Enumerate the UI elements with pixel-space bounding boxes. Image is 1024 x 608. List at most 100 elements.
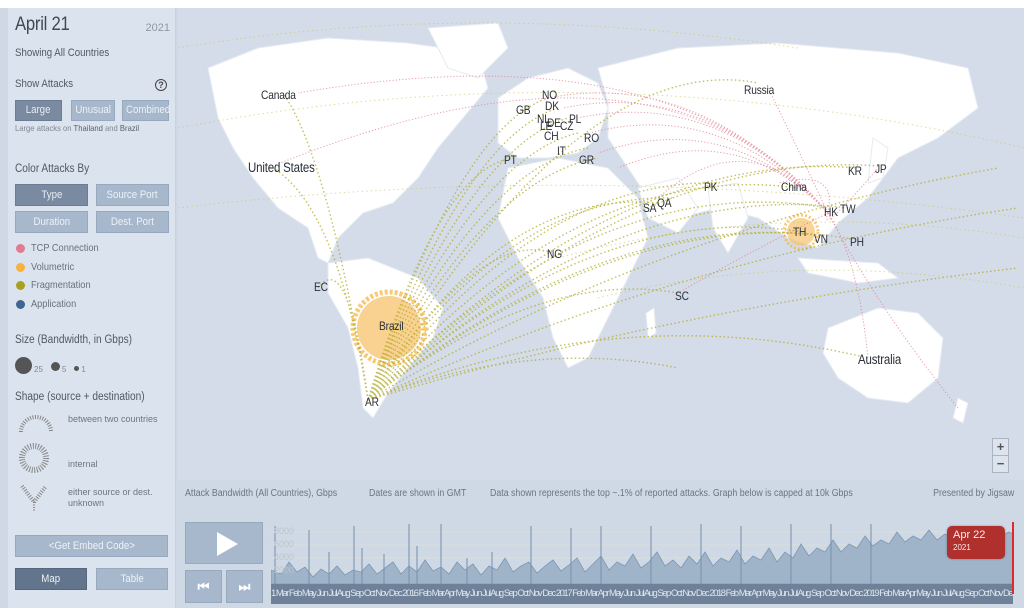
question-circle-icon[interactable]: ?: [155, 79, 167, 91]
label-cz[interactable]: CZ: [560, 119, 574, 133]
get-embed-code-button[interactable]: <Get Embed Code>: [15, 535, 168, 557]
funnel-shape-icon: [20, 484, 48, 512]
label-ch[interactable]: CH: [544, 129, 559, 143]
color-by-duration-button[interactable]: Duration: [15, 211, 88, 233]
ring-shape-icon: [19, 443, 49, 473]
filter-unusual-button[interactable]: Unusual: [71, 100, 115, 121]
label-tw[interactable]: TW: [840, 202, 856, 216]
presented-by[interactable]: Presented by Jigsaw: [932, 488, 1014, 499]
size-25-circle-icon: [15, 357, 32, 374]
step-back-icon: ⏮: [197, 579, 210, 594]
svg-text:2000: 2000: [274, 565, 294, 575]
label-no[interactable]: NO: [542, 88, 557, 102]
filter-large-button[interactable]: Large: [15, 100, 62, 121]
timezone-note: Dates are shown in GMT: [368, 488, 466, 499]
size-legend: 25 5 1: [15, 357, 94, 374]
timeline-title: Attack Bandwidth (All Countries), Gbps: [185, 488, 338, 499]
svg-text:8000: 8000: [274, 526, 294, 536]
label-ng[interactable]: NG: [547, 247, 562, 261]
zoom-in-button[interactable]: +: [993, 439, 1008, 456]
filter-combined-button[interactable]: Combined: [122, 100, 170, 121]
label-china[interactable]: China: [781, 180, 807, 194]
label-dk[interactable]: DK: [545, 99, 559, 113]
show-attacks-label: Show Attacks: [15, 78, 74, 90]
country-brazil: Brazil: [119, 123, 140, 133]
step-forward-icon: ⏭: [238, 579, 251, 594]
label-brazil[interactable]: Brazil: [379, 319, 404, 333]
legend-fragmentation: Fragmentation: [16, 279, 99, 291]
size-5-circle-icon: [50, 362, 60, 371]
label-vn[interactable]: VN: [814, 232, 828, 246]
label-gb[interactable]: GB: [516, 103, 531, 117]
step-forward-button[interactable]: ⏭: [226, 570, 263, 603]
shape-title: Shape (source + destination): [15, 391, 145, 403]
legend-tcp-connection: TCP Connection: [16, 242, 108, 254]
data-note: Data shown represents the top ~.1% of re…: [490, 488, 853, 499]
legend-application: Application: [16, 298, 82, 310]
tcp-dot-icon: [16, 243, 25, 253]
current-date-badge: Apr 22 2021: [947, 526, 1005, 559]
label-nl[interactable]: NL: [537, 112, 550, 126]
label-australia[interactable]: Australia: [858, 352, 902, 367]
label-pk[interactable]: PK: [704, 180, 718, 194]
current-date: April 21: [15, 14, 70, 35]
fragmentation-dot-icon: [16, 280, 25, 290]
sidebar: April 21 2021 Showing All Countries Show…: [8, 8, 176, 608]
label-ec[interactable]: EC: [314, 280, 328, 294]
color-by-source-port-button[interactable]: Source Port: [96, 184, 169, 206]
shape-unknown: either source or dest. unknown: [18, 482, 168, 514]
timeline-date-axis: 1 Mar Feb May Jun Jul Aug Sep Oct Nov De…: [271, 584, 1013, 604]
color-by-type-button[interactable]: Type: [15, 184, 88, 206]
label-united-states[interactable]: United States: [248, 160, 315, 175]
label-gr[interactable]: GR: [579, 153, 594, 167]
label-sc[interactable]: SC: [675, 289, 689, 303]
label-canada[interactable]: Canada: [261, 88, 296, 102]
label-russia[interactable]: Russia: [744, 83, 775, 97]
arc-shape-icon: [19, 415, 53, 433]
timeline-chart: 8000 6000 4000 2000: [271, 524, 1014, 585]
tab-table[interactable]: Table: [96, 568, 168, 590]
country-thailand: Thailand: [73, 123, 103, 133]
label-le[interactable]: LE: [540, 119, 553, 133]
zoom-out-button[interactable]: −: [996, 456, 1005, 471]
current-time-marker[interactable]: [1012, 522, 1014, 594]
label-th[interactable]: TH: [793, 225, 807, 239]
date-header: April 21 2021: [15, 14, 170, 40]
svg-text:6000: 6000: [274, 539, 294, 549]
tab-map[interactable]: Map: [15, 568, 87, 590]
app-root: April 21 2021 Showing All Countries Show…: [0, 8, 1024, 608]
label-ph[interactable]: PH: [850, 235, 864, 249]
size-1-circle-icon: [74, 366, 80, 371]
label-hk[interactable]: HK: [824, 205, 838, 219]
play-button[interactable]: [185, 522, 263, 564]
label-ro[interactable]: RO: [584, 131, 599, 145]
volumetric-dot-icon: [16, 262, 25, 272]
shape-internal: internal: [18, 442, 168, 474]
map-canvas: [178, 22, 1024, 424]
current-year: 2021: [145, 22, 170, 34]
shape-between-countries: between two countries: [18, 414, 168, 434]
label-it[interactable]: IT: [557, 144, 566, 158]
world-map[interactable]: Canada United States Russia China Brazil…: [178, 8, 1024, 480]
label-pt[interactable]: PT: [504, 153, 517, 167]
bandwidth-timeline[interactable]: 8000 6000 4000 2000 1 Mar Feb May Jun Ju…: [271, 522, 1017, 606]
timeline-info: Attack Bandwidth (All Countries), Gbps D…: [185, 488, 1015, 499]
showing-countries-text: Showing All Countries: [15, 47, 110, 59]
color-by-title: Color Attacks By: [15, 163, 90, 175]
label-de[interactable]: DE: [547, 116, 561, 130]
label-qa[interactable]: QA: [657, 196, 672, 210]
play-icon: [217, 532, 238, 556]
attack-note: Large attacks on Thailand and Brazil: [15, 123, 140, 133]
label-pl[interactable]: PL: [569, 112, 582, 126]
zoom-control: + −: [992, 438, 1009, 473]
size-title: Size (Bandwidth, in Gbps): [15, 334, 132, 346]
color-by-dest-port-button[interactable]: Dest. Port: [96, 211, 169, 233]
label-sa[interactable]: SA: [643, 201, 657, 215]
step-back-button[interactable]: ⏮: [185, 570, 222, 603]
label-jp[interactable]: JP: [875, 162, 887, 176]
svg-text:4000: 4000: [274, 552, 294, 562]
label-kr[interactable]: KR: [848, 164, 862, 178]
application-dot-icon: [16, 299, 25, 309]
label-ar[interactable]: AR: [365, 395, 379, 409]
legend-volumetric: Volumetric: [16, 261, 80, 273]
